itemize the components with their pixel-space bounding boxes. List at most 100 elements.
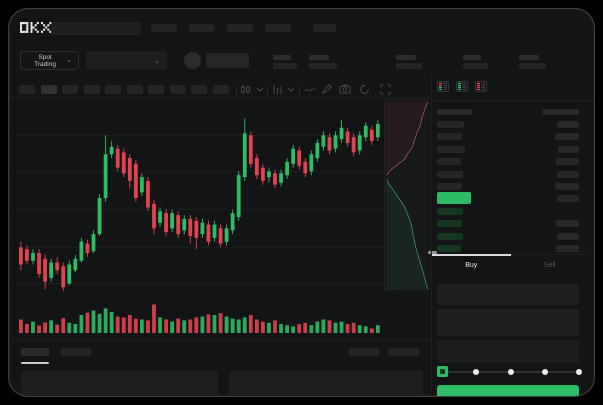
coin-icon	[184, 52, 201, 69]
bid-rows	[437, 208, 579, 253]
timeframe-tab[interactable]	[126, 85, 143, 94]
bid-amount-placeholder	[556, 220, 579, 228]
bid-price-placeholder	[437, 220, 462, 228]
timeframe-tab[interactable]	[83, 85, 100, 94]
nav-item[interactable]	[151, 24, 177, 32]
bid-row[interactable]	[437, 232, 579, 240]
timeframe-tab[interactable]	[191, 85, 207, 94]
bid-price-placeholder	[437, 232, 463, 240]
search-input[interactable]	[51, 22, 141, 35]
tab-sell[interactable]: Sell	[543, 262, 556, 269]
replay-icon[interactable]	[359, 84, 370, 95]
orders-panel-right[interactable]	[229, 370, 423, 396]
indicators-icon[interactable]	[272, 84, 283, 95]
last-price-row[interactable]	[437, 192, 579, 204]
chevron-down-icon: ⌄	[154, 57, 160, 65]
candle-style-icon[interactable]	[240, 84, 251, 95]
bottom-tab[interactable]	[61, 348, 91, 356]
timeframe-tab[interactable]	[19, 85, 35, 94]
slider-dot[interactable]	[576, 369, 582, 375]
stat-value-placeholder	[273, 63, 297, 69]
stat-value-placeholder	[519, 63, 546, 69]
ask-row[interactable]	[437, 133, 579, 141]
ask-row[interactable]	[437, 182, 579, 190]
total-field[interactable]	[437, 340, 579, 363]
timeframe-tab[interactable]	[105, 85, 121, 94]
chevron-down-icon: ⌄	[66, 57, 72, 64]
ask-row[interactable]	[437, 170, 579, 178]
ask-row[interactable]	[437, 121, 579, 128]
ask-amount-placeholder	[555, 182, 579, 190]
ask-rows	[437, 121, 579, 190]
stat-block	[273, 55, 303, 71]
timeframe-tab[interactable]	[62, 85, 78, 94]
app-window: OKX Spot Trading ⌄ ⌄	[8, 8, 595, 397]
book-asks-icon[interactable]	[475, 81, 487, 92]
draw-tool-icon[interactable]	[321, 84, 332, 95]
stat-block	[463, 55, 493, 71]
trade-tabs: Buy Sell	[432, 254, 589, 276]
chevron-down-icon[interactable]	[287, 87, 295, 93]
slider-handle[interactable]	[437, 366, 448, 377]
orders-panel-left[interactable]	[21, 370, 218, 396]
bid-row[interactable]	[437, 220, 579, 228]
nav-item[interactable]	[227, 24, 253, 32]
ask-amount-placeholder	[558, 145, 579, 153]
okx-logo-text: OKX	[9, 9, 10, 10]
volume-plot	[19, 304, 380, 333]
bid-row[interactable]	[437, 208, 579, 215]
amount-field[interactable]	[437, 309, 579, 336]
slider-dot[interactable]	[473, 369, 480, 375]
stat-value-placeholder	[309, 63, 337, 69]
stat-label-placeholder	[396, 55, 416, 60]
ask-row[interactable]	[437, 145, 579, 153]
okx-logo[interactable]	[20, 22, 52, 33]
market-type-label: Spot Trading	[34, 53, 56, 68]
timeframe-tab[interactable]	[148, 85, 164, 94]
scrollbar-thumb[interactable]	[428, 251, 437, 254]
ask-price-placeholder	[437, 133, 462, 141]
bottom-tab[interactable]	[21, 348, 49, 356]
fullscreen-icon[interactable]	[380, 84, 391, 95]
slider-dot[interactable]	[507, 369, 514, 375]
slider-dot[interactable]	[541, 369, 548, 375]
ask-amount-placeholder	[555, 133, 579, 141]
timeframe-tab[interactable]	[212, 85, 229, 94]
book-bids-icon[interactable]	[456, 81, 468, 92]
camera-icon[interactable]	[339, 84, 351, 94]
stat-label-placeholder	[519, 55, 539, 60]
toolbar-divider	[236, 86, 237, 96]
last-amount-placeholder	[557, 194, 579, 202]
buy-submit-button[interactable]	[437, 385, 579, 396]
timeframe-tab[interactable]	[40, 85, 57, 94]
nav-item[interactable]	[265, 24, 291, 32]
bid-price-placeholder	[437, 245, 461, 253]
timeframe-tab[interactable]	[169, 85, 186, 94]
stat-label-placeholder	[273, 55, 291, 60]
book-combined-icon[interactable]	[437, 81, 449, 92]
nav-item[interactable]	[189, 24, 214, 32]
ask-row[interactable]	[437, 158, 579, 166]
bid-amount-placeholder	[557, 232, 579, 240]
tab-buy[interactable]: Buy	[432, 254, 511, 276]
line-tool-icon[interactable]	[304, 86, 316, 94]
ask-price-placeholder	[437, 121, 464, 128]
last-price-bar	[437, 192, 471, 204]
bottom-action-button[interactable]	[388, 348, 419, 356]
bottom-section	[9, 339, 431, 396]
ask-price-placeholder	[437, 182, 462, 190]
bid-amount-placeholder	[556, 245, 579, 253]
toolbar-divider	[267, 86, 268, 96]
nav-item[interactable]	[313, 24, 336, 32]
price-chart[interactable]	[9, 97, 431, 333]
market-type-selector[interactable]: Spot Trading ⌄	[20, 51, 79, 70]
depth-chart[interactable]	[384, 98, 430, 292]
candlestick-plot	[13, 118, 384, 292]
stat-block	[309, 55, 339, 71]
price-field[interactable]	[437, 284, 579, 305]
bottom-action-button[interactable]	[349, 348, 379, 356]
chevron-down-icon[interactable]	[256, 87, 264, 93]
bid-row[interactable]	[437, 245, 579, 253]
pair-dropdown[interactable]: ⌄	[86, 51, 167, 70]
